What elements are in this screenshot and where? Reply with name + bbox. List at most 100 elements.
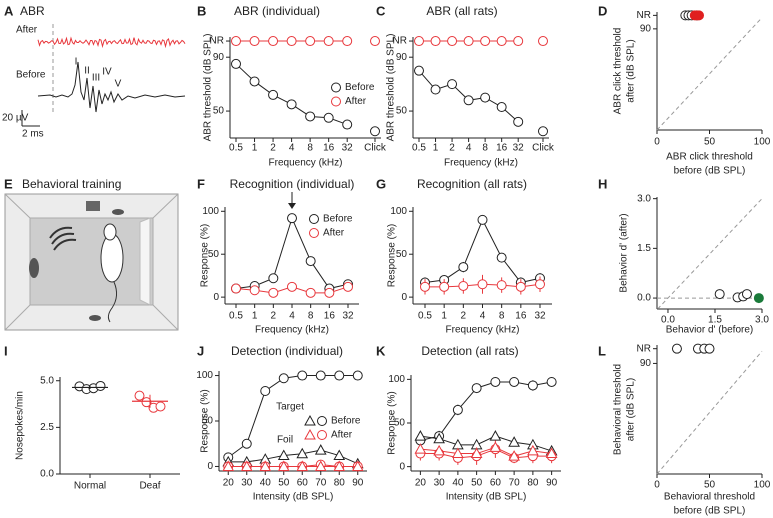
x-axis-label: Frequency (kHz)	[444, 158, 518, 169]
x-tick-label: 0	[654, 480, 660, 491]
training-chamber	[4, 193, 179, 331]
marker	[249, 285, 260, 296]
panel-letter: C	[376, 3, 386, 18]
legend-marker	[317, 430, 327, 440]
panel-letter: K	[376, 343, 386, 358]
marker	[334, 370, 345, 381]
x-tick-label: 80	[334, 478, 346, 489]
y-axis-label: ABR threshold (dB SPL)	[386, 34, 397, 142]
x-tick-label: 1	[252, 311, 258, 322]
x-tick-label: 8	[308, 311, 314, 322]
y-tick-label: 50	[394, 418, 406, 429]
x-tick-label: 3.0	[755, 315, 769, 326]
y-axis-label: Response (%)	[387, 224, 398, 287]
x-tick-label: 4	[289, 311, 295, 322]
reference-line	[657, 198, 763, 310]
x-tick-label: 32	[534, 311, 546, 322]
marker	[458, 262, 469, 273]
marker	[452, 404, 463, 415]
x-tick-label: 8	[499, 311, 505, 322]
point	[134, 390, 145, 401]
x-tick-label: 0.5	[229, 143, 243, 154]
x-tick-label: 100	[754, 137, 771, 148]
x-axis-label: Behavior d' (before)	[666, 325, 754, 336]
x-tick-label: 16	[323, 143, 335, 154]
marker	[231, 58, 241, 69]
x-axis-label: Frequency (kHz)	[446, 325, 520, 336]
marker	[490, 376, 501, 387]
x-axis-label: ABR click threshold	[666, 152, 753, 163]
x-tick-label: 4	[480, 311, 486, 322]
x-tick-label: 70	[509, 478, 521, 489]
peak-label: IV	[102, 67, 112, 78]
marker	[480, 92, 491, 103]
y-tick-label: NR	[637, 10, 651, 21]
marker	[496, 102, 507, 113]
panel-title: Behavioral training	[22, 177, 121, 191]
x-tick-label: Click	[364, 143, 387, 154]
x-tick-label: 32	[342, 311, 354, 322]
x-tick-label: 70	[315, 478, 327, 489]
y-tick-label: 100	[196, 370, 213, 381]
legend-marker	[331, 96, 341, 107]
legend-marker	[304, 428, 316, 440]
y-tick-label: 1.5	[637, 243, 651, 254]
x-tick-label: 1	[433, 143, 439, 154]
y-tick-label: 90	[396, 52, 408, 63]
x-axis-label: Frequency (kHz)	[255, 325, 329, 336]
x-tick-label: 1.5	[708, 315, 722, 326]
x-tick-label: 2	[461, 311, 467, 322]
y-tick-label: 0.0	[637, 293, 651, 304]
marker	[305, 256, 316, 267]
x-tick-label: 50	[704, 480, 716, 491]
marker	[509, 376, 520, 387]
marker	[305, 287, 316, 298]
x-tick-label: 40	[260, 478, 272, 489]
legend-marker	[317, 416, 327, 426]
panel-letter: L	[598, 343, 606, 358]
y-tick-label: 50	[396, 249, 408, 260]
marker	[315, 370, 326, 381]
point	[753, 293, 764, 304]
marker	[342, 119, 353, 130]
panel-title: ABR (all rats)	[426, 4, 497, 18]
y-tick-label: 2.5	[40, 422, 54, 433]
marker	[268, 273, 279, 284]
x-tick-label: 30	[434, 478, 446, 489]
x-tick-label: 2	[270, 143, 276, 154]
legend-label: Before	[345, 82, 375, 93]
marker	[333, 449, 346, 461]
marker	[343, 281, 353, 292]
point	[714, 289, 725, 300]
x-axis-label: before (dB SPL)	[674, 506, 746, 517]
marker	[527, 380, 538, 391]
marker	[296, 460, 309, 471]
marker	[496, 280, 507, 291]
point	[741, 289, 752, 300]
panel-letter: I	[4, 343, 8, 358]
marker	[513, 116, 524, 127]
y-axis-label: Behavioral threshold	[613, 364, 624, 455]
marker	[447, 79, 458, 90]
y-axis-label: ABR click threshold	[613, 28, 624, 115]
legend-marker	[309, 214, 319, 224]
peak-label: I	[75, 57, 78, 68]
reference-line	[656, 17, 763, 131]
before-waveform	[37, 61, 186, 113]
y-tick-label: NR	[210, 36, 224, 47]
marker	[287, 213, 297, 224]
y-tick-label: 90	[213, 52, 225, 63]
marker	[489, 441, 502, 452]
marker	[471, 383, 482, 394]
x-tick-label: 0.5	[229, 311, 243, 322]
y-tick-label: 50	[396, 106, 408, 117]
y-tick-label: 90	[640, 358, 652, 369]
marker	[323, 112, 334, 123]
marker	[241, 438, 252, 449]
y-axis-label: after (dB SPL)	[626, 39, 637, 102]
marker	[277, 449, 290, 461]
marker	[222, 460, 235, 471]
marker	[286, 99, 297, 110]
peak-label: III	[92, 73, 100, 84]
